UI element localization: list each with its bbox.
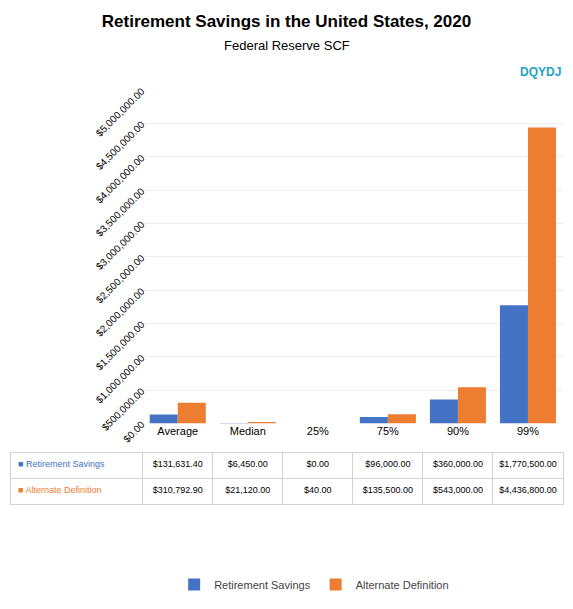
svg-text:DQYDJ: DQYDJ: [520, 65, 561, 79]
svg-text:$4,000,000.00: $4,000,000.00: [94, 152, 147, 205]
svg-text:$96,000.00: $96,000.00: [365, 459, 410, 469]
svg-text:$6,450.00: $6,450.00: [228, 459, 268, 469]
svg-text:$4,500,000.00: $4,500,000.00: [94, 119, 147, 172]
svg-text:$135,500.00: $135,500.00: [363, 485, 413, 495]
svg-text:$3,500,000.00: $3,500,000.00: [94, 185, 147, 238]
svg-text:$0.00: $0.00: [307, 459, 330, 469]
svg-text:99%: 99%: [517, 425, 539, 437]
svg-text:$4,436,800.00: $4,436,800.00: [499, 485, 557, 495]
svg-text:$3,000,000.00: $3,000,000.00: [94, 219, 147, 272]
svg-text:$310,792.90: $310,792.90: [153, 485, 203, 495]
svg-text:Median: Median: [230, 425, 266, 437]
svg-text:$360,000.00: $360,000.00: [433, 459, 483, 469]
svg-text:$1,770,500.00: $1,770,500.00: [499, 459, 557, 469]
svg-text:■ Alternate Definition: ■ Alternate Definition: [18, 485, 101, 495]
svg-text:25%: 25%: [307, 425, 329, 437]
svg-text:$2,000,000.00: $2,000,000.00: [94, 285, 147, 338]
svg-text:90%: 90%: [447, 425, 469, 437]
svg-text:$0.00: $0.00: [121, 419, 147, 445]
svg-text:Federal Reserve SCF: Federal Reserve SCF: [224, 38, 350, 53]
svg-text:Alternate Definition: Alternate Definition: [356, 579, 449, 591]
svg-text:$1,500,000.00: $1,500,000.00: [94, 319, 147, 372]
svg-text:$2,500,000.00: $2,500,000.00: [94, 252, 147, 305]
svg-text:$1,000,000.00: $1,000,000.00: [94, 352, 147, 405]
svg-text:Retirement Savings in the Unit: Retirement Savings in the United States,…: [102, 12, 471, 31]
svg-text:75%: 75%: [377, 425, 399, 437]
svg-text:■ Retirement Savings: ■ Retirement Savings: [18, 459, 105, 469]
svg-text:Average: Average: [157, 425, 198, 437]
svg-text:$21,120.00: $21,120.00: [225, 485, 270, 495]
svg-text:$131,631.40: $131,631.40: [153, 459, 203, 469]
svg-text:$40.00: $40.00: [304, 485, 332, 495]
svg-text:$500,000.00: $500,000.00: [100, 385, 147, 432]
svg-text:$543,000.00: $543,000.00: [433, 485, 483, 495]
svg-text:$5,000,000.00: $5,000,000.00: [94, 85, 147, 138]
svg-text:Retirement Savings: Retirement Savings: [214, 579, 310, 591]
